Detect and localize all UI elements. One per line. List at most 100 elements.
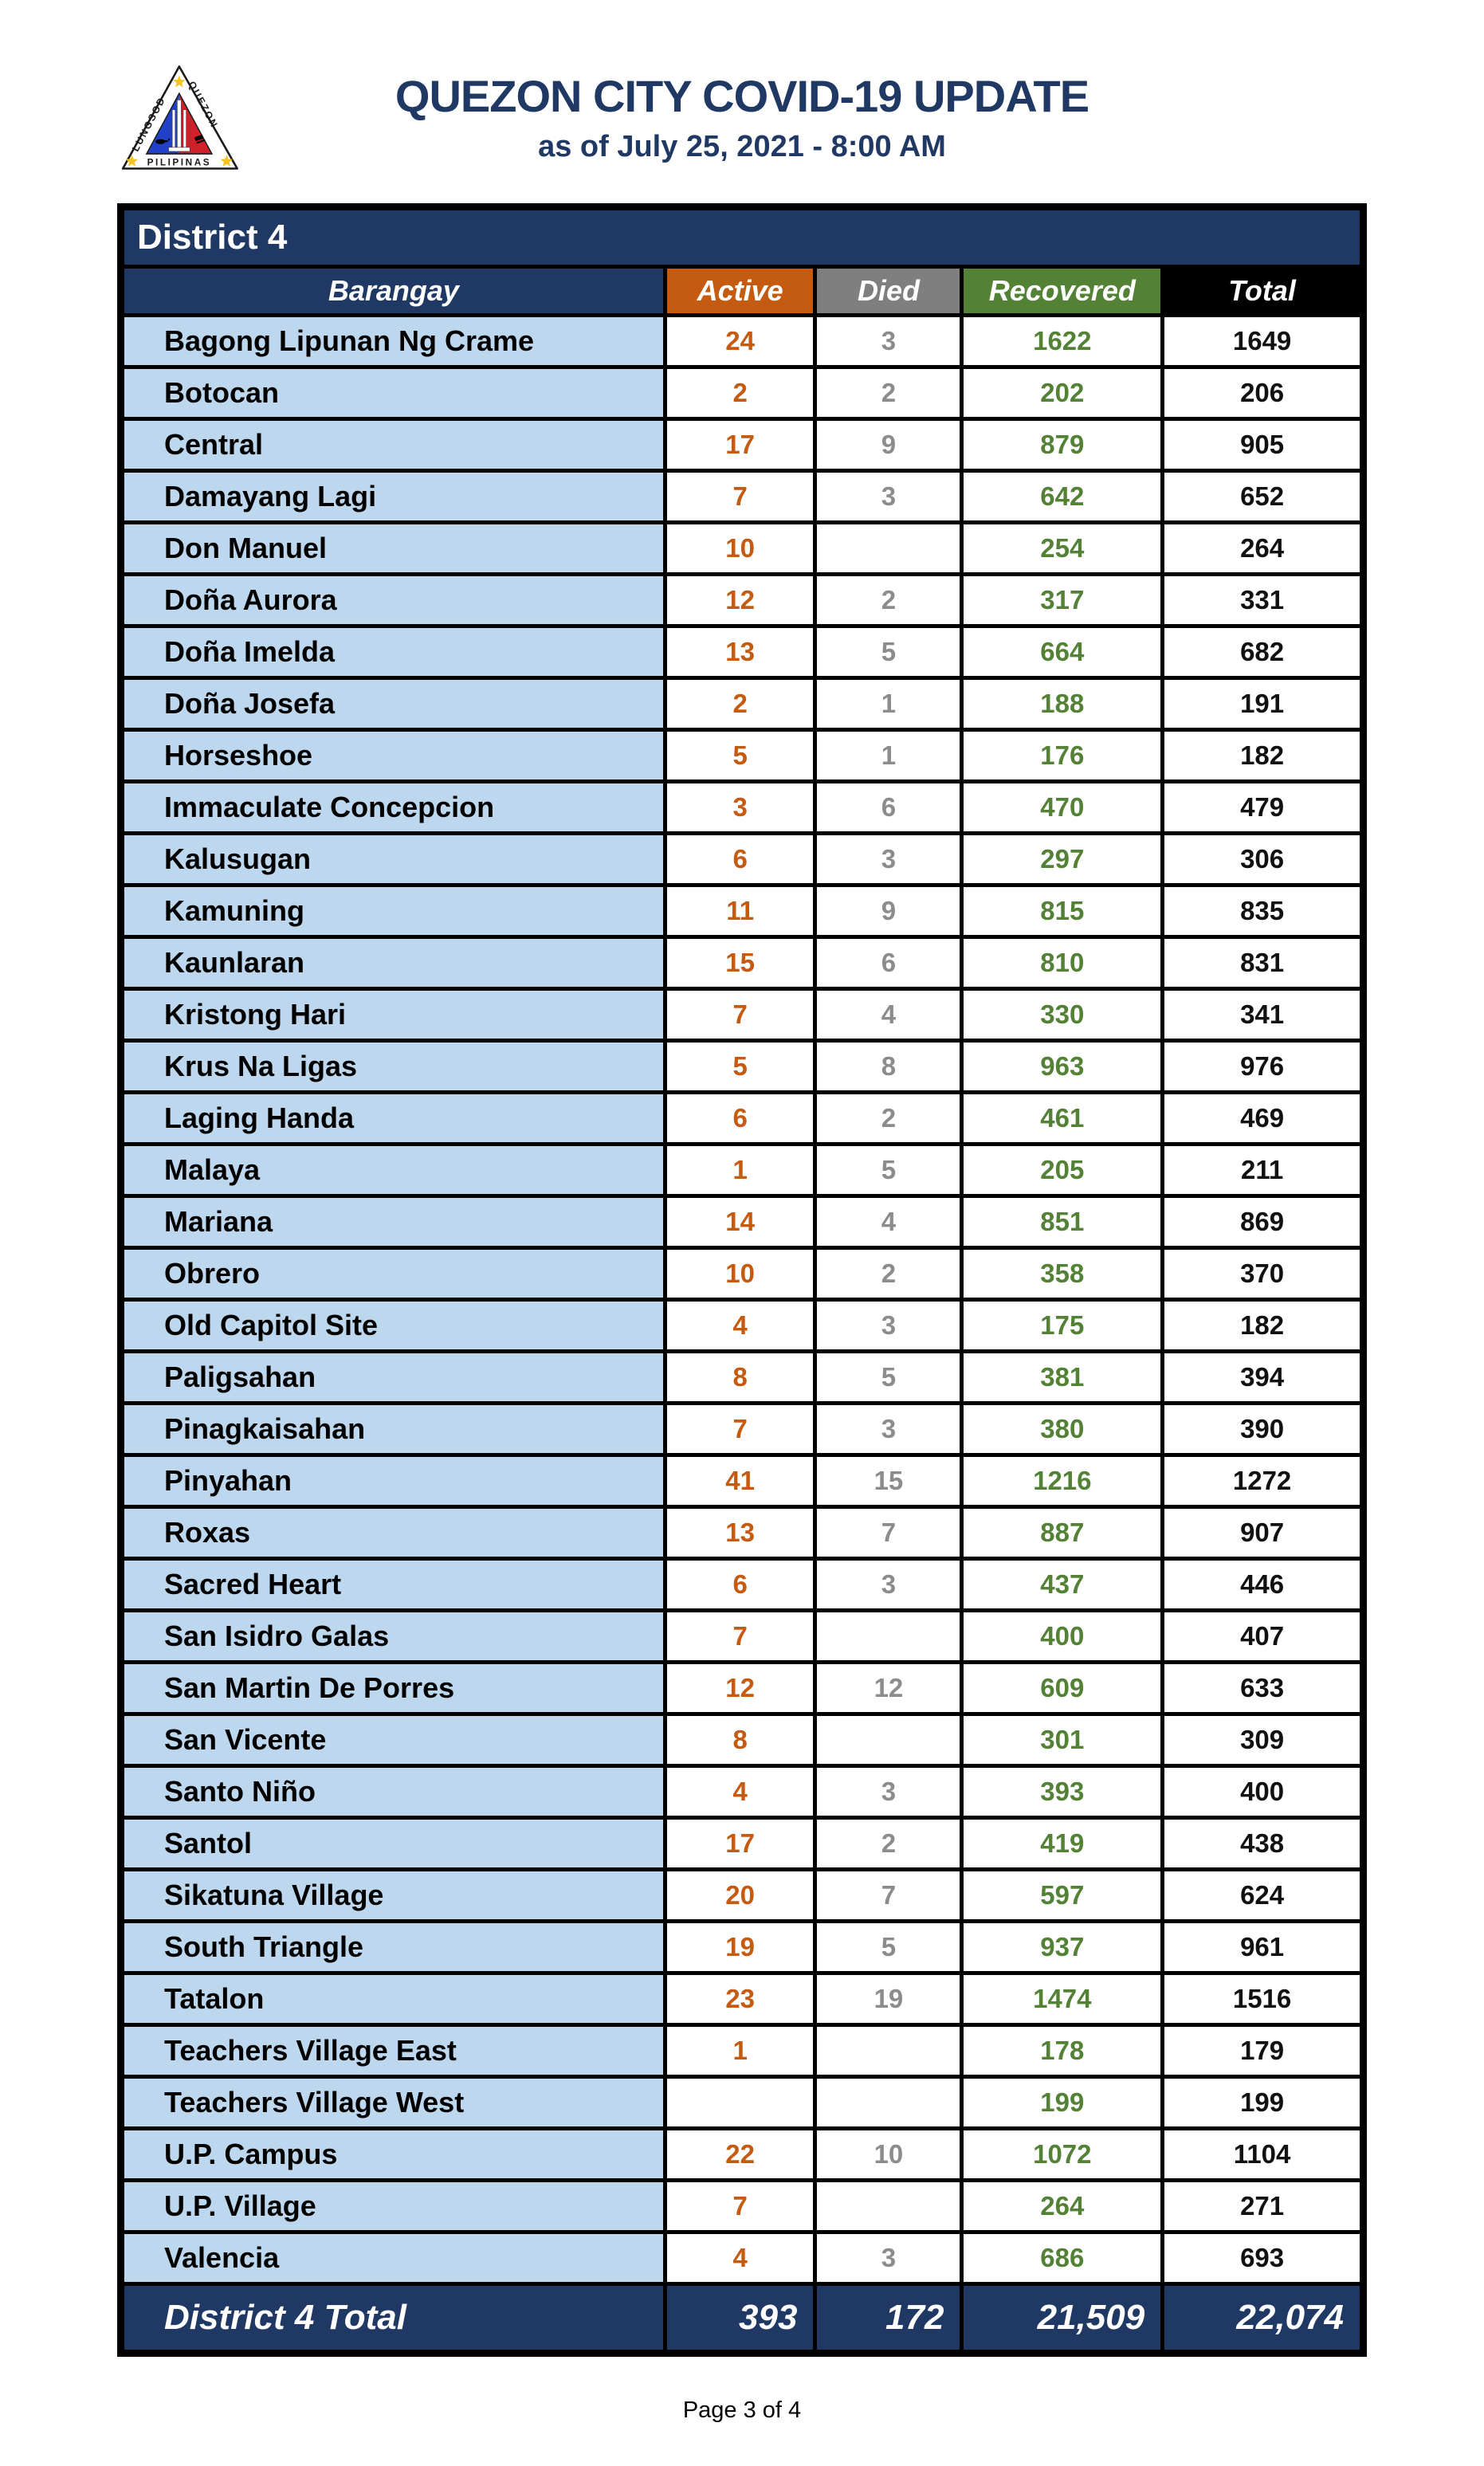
barangay-cell: Sacred Heart [119,1557,667,1612]
table-body: District 4 Barangay Active Died Recovere… [119,205,1365,2355]
died-count-cell: 6 [813,779,964,835]
recovered-count-cell: 597 [960,1867,1165,1923]
died-count-cell: 19 [813,1971,964,2027]
recovered-count-cell: 1072 [960,2126,1165,2182]
active-count-cell [662,2075,818,2130]
table-row: Paligsahan 8 5 381 394 [119,1349,1365,1405]
covid-table: District 4 Barangay Active Died Recovere… [117,203,1367,2357]
barangay-cell: Horseshoe [119,728,667,783]
active-count-cell: 10 [662,520,818,576]
barangay-cell: Central [119,417,667,473]
table-row: Teachers Village West 199 199 [119,2075,1365,2130]
total-count-cell: 264 [1160,520,1365,576]
died-count-cell [813,520,964,576]
died-count-cell: 15 [813,1453,964,1509]
barangay-cell: Paligsahan [119,1349,667,1405]
table-row: Teachers Village East 1 178 179 [119,2023,1365,2079]
barangay-cell: Santo Niño [119,1764,667,1820]
table-row: Malaya 1 5 205 211 [119,1142,1365,1198]
barangay-cell: San Martin De Porres [119,1660,667,1716]
recovered-count-cell: 358 [960,1246,1165,1302]
active-count-cell: 4 [662,1764,818,1820]
table-row: Kalusugan 6 3 297 306 [119,831,1365,887]
died-count-cell: 2 [813,1246,964,1302]
total-count-cell: 179 [1160,2023,1365,2079]
recovered-count-cell: 1622 [960,313,1165,369]
total-count-cell: 831 [1160,935,1365,991]
died-count-cell: 12 [813,1660,964,1716]
page-subtitle: as of July 25, 2021 - 8:00 AM [538,129,946,163]
table-row: Roxas 13 7 887 907 [119,1505,1365,1561]
total-count-cell: 211 [1160,1142,1365,1198]
recovered-count-cell: 330 [960,987,1165,1043]
total-count-cell: 390 [1160,1401,1365,1457]
active-count-cell: 15 [662,935,818,991]
barangay-cell: Damayang Lagi [119,469,667,524]
table-row: San Isidro Galas 7 400 407 [119,1608,1365,1664]
barangay-cell: Old Capitol Site [119,1298,667,1353]
table-row: Old Capitol Site 4 3 175 182 [119,1298,1365,1353]
star-icon [173,75,186,88]
recovered-count-cell: 851 [960,1194,1165,1250]
column-header-recovered: Recovered [960,265,1165,317]
total-count-cell: 835 [1160,883,1365,939]
barangay-cell: Bagong Lipunan Ng Crame [119,313,667,369]
barangay-cell: San Vicente [119,1712,667,1768]
table-row: Kristong Hari 7 4 330 341 [119,987,1365,1043]
recovered-count-cell: 686 [960,2230,1165,2286]
table-row: Doña Imelda 13 5 664 682 [119,624,1365,680]
died-count-cell: 3 [813,313,964,369]
table-row: Central 17 9 879 905 [119,417,1365,473]
table-row: Krus Na Ligas 5 8 963 976 [119,1039,1365,1094]
recovered-count-cell: 178 [960,2023,1165,2079]
recovered-count-cell: 317 [960,572,1165,628]
table-row: Immaculate Concepcion 3 6 470 479 [119,779,1365,835]
total-count-cell: 652 [1160,469,1365,524]
died-count-cell [813,1712,964,1768]
total-count-cell: 976 [1160,1039,1365,1094]
recovered-count-cell: 205 [960,1142,1165,1198]
recovered-count-cell: 470 [960,779,1165,835]
active-count-cell: 10 [662,1246,818,1302]
active-count-cell: 8 [662,1712,818,1768]
active-count-cell: 7 [662,1608,818,1664]
active-count-cell: 6 [662,1090,818,1146]
table-row: Botocan 2 2 202 206 [119,365,1365,421]
active-count-cell: 6 [662,1557,818,1612]
table-row: Sacred Heart 6 3 437 446 [119,1557,1365,1612]
table-row: Pinagkaisahan 7 3 380 390 [119,1401,1365,1457]
total-count-cell: 271 [1160,2178,1365,2234]
table-row: San Vicente 8 301 309 [119,1712,1365,1768]
active-count-cell: 1 [662,1142,818,1198]
recovered-count-cell: 381 [960,1349,1165,1405]
died-count-cell [813,2178,964,2234]
table-row: Doña Aurora 12 2 317 331 [119,572,1365,628]
table-row: Kaunlaran 15 6 810 831 [119,935,1365,991]
active-count-cell: 22 [662,2126,818,2182]
barangay-cell: Pinagkaisahan [119,1401,667,1457]
died-count-cell: 3 [813,1557,964,1612]
total-count-cell: 624 [1160,1867,1365,1923]
recovered-count-cell: 419 [960,1816,1165,1871]
table-row: Kamuning 11 9 815 835 [119,883,1365,939]
died-count-cell: 3 [813,1298,964,1353]
active-count-cell: 1 [662,2023,818,2079]
died-count-cell: 2 [813,1090,964,1146]
recovered-count-cell: 963 [960,1039,1165,1094]
barangay-cell: Teachers Village East [119,2023,667,2079]
barangay-cell: San Isidro Galas [119,1608,667,1664]
died-count-cell: 6 [813,935,964,991]
total-died-cell: 172 [813,2282,964,2355]
total-count-cell: 905 [1160,417,1365,473]
active-count-cell: 7 [662,987,818,1043]
recovered-count-cell: 879 [960,417,1165,473]
barangay-cell: Malaya [119,1142,667,1198]
recovered-count-cell: 301 [960,1712,1165,1768]
page-title: QUEZON CITY COVID-19 UPDATE [395,71,1089,121]
active-count-cell: 6 [662,831,818,887]
active-count-cell: 3 [662,779,818,835]
qc-seal-logo: LUNGSOD QUEZON PILIPINAS [121,65,238,170]
seal-inner-outline [145,92,214,155]
died-count-cell [813,1608,964,1664]
total-count-cell: 438 [1160,1816,1365,1871]
